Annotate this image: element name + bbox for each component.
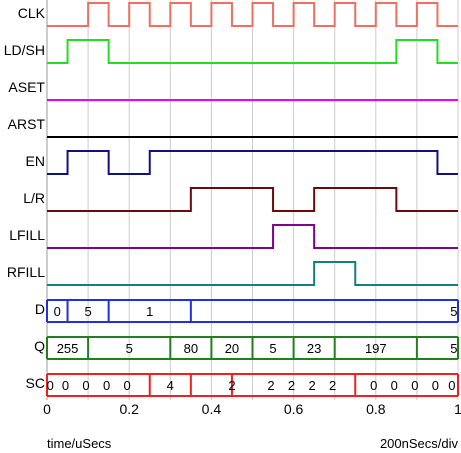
time-tick-label: 0.2 xyxy=(119,401,139,417)
bus-value-d: 5 xyxy=(84,304,91,319)
signal-label-q: Q xyxy=(34,338,45,354)
waveform-en xyxy=(47,150,458,175)
bus-value-sc: 0 xyxy=(411,378,418,393)
waveform-ld-sh xyxy=(47,39,458,64)
waveform-lfill xyxy=(47,224,458,249)
time-unit-label: time/uSecs xyxy=(47,436,112,451)
bus-value-q: 23 xyxy=(307,341,321,356)
bus-value-sc: 0 xyxy=(448,378,455,393)
bus-value-q: 5 xyxy=(450,341,457,356)
bus-value-sc: 4 xyxy=(167,378,174,393)
bus-value-sc: 0 xyxy=(370,378,377,393)
bus-value-d: 0 xyxy=(54,304,61,319)
bus-value-sc: 2 xyxy=(329,378,336,393)
bus-value-d: 5 xyxy=(450,304,457,319)
signal-label-arst: ARST xyxy=(8,116,46,132)
signal-label-en: EN xyxy=(26,153,45,169)
bus-value-q: 80 xyxy=(184,341,198,356)
signal-label-l-r: L/R xyxy=(23,190,45,206)
bus-value-sc: 0 xyxy=(82,378,89,393)
signal-label-lfill: LFILL xyxy=(9,227,45,243)
signal-label-clk: CLK xyxy=(18,5,46,21)
scale-label: 200nSecs/div xyxy=(380,436,459,451)
bus-value-q: 20 xyxy=(225,341,239,356)
time-tick-label: 0.8 xyxy=(366,401,386,417)
bus-value-q: 197 xyxy=(365,341,387,356)
bus-value-sc: 0 xyxy=(103,378,110,393)
bus-value-q: 255 xyxy=(57,341,79,356)
bus-value-q: 5 xyxy=(269,341,276,356)
bus-value-q: 5 xyxy=(126,341,133,356)
bus-value-sc: 0 xyxy=(62,378,69,393)
time-tick-label: 0.4 xyxy=(202,401,222,417)
waveform-l-r xyxy=(47,187,458,212)
bus-value-sc: 2 xyxy=(228,378,235,393)
bus-value-d: 1 xyxy=(146,304,153,319)
bus-value-sc: 2 xyxy=(267,378,274,393)
bus-value-sc: 0 xyxy=(124,378,131,393)
signal-label-aset: ASET xyxy=(8,79,45,95)
time-tick-label: 1 xyxy=(454,401,461,417)
signal-label-d: D xyxy=(35,301,45,317)
bus-value-sc: 0 xyxy=(432,378,439,393)
bus-value-sc: 2 xyxy=(308,378,315,393)
bus-value-sc: 2 xyxy=(288,378,295,393)
time-tick-label: 0.6 xyxy=(284,401,304,417)
signal-label-rfill: RFILL xyxy=(7,264,45,280)
signal-label-sc: SC xyxy=(26,375,45,391)
waveform-clk xyxy=(47,2,458,27)
time-tick-label: 0 xyxy=(43,401,51,417)
bus-value-sc: 0 xyxy=(47,378,54,393)
waveform-rfill xyxy=(47,261,458,286)
signal-label-ld-sh: LD/SH xyxy=(4,42,45,58)
bus-value-sc: 0 xyxy=(391,378,398,393)
